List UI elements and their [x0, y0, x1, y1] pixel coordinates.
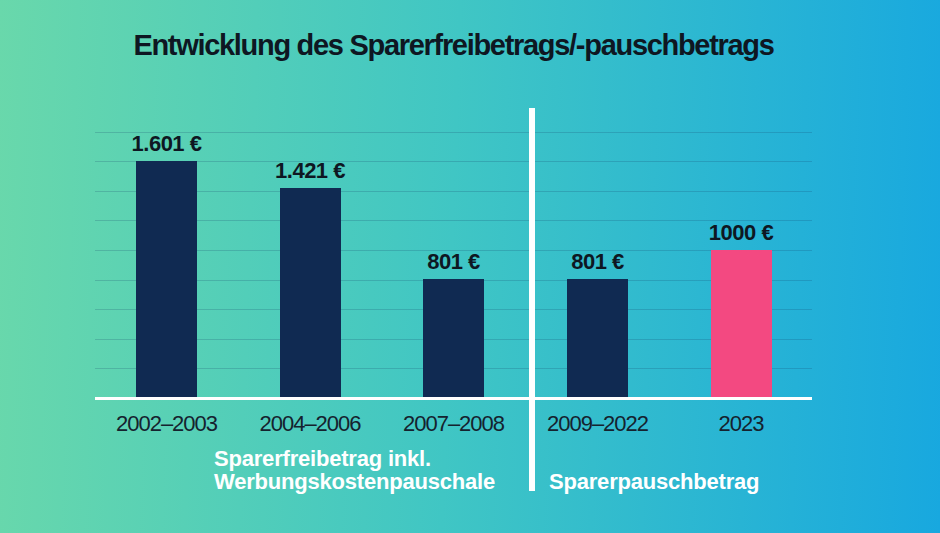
bar-value-label: 801 € — [384, 249, 524, 275]
bar-2004–2006 — [280, 188, 341, 398]
x-axis-category-label: 2007–2008 — [379, 411, 529, 437]
bar-value-label: 1000 € — [671, 220, 811, 246]
group-label-line: Sparerpauschbetrag — [549, 470, 759, 493]
bar-2002–2003 — [136, 161, 197, 398]
group-label-line: Sparerfreibetrag inkl. — [214, 447, 495, 470]
x-axis-category-label: 2004–2006 — [235, 411, 385, 437]
gridline — [95, 191, 812, 192]
group-label-line: Werbungskostenpauschale — [214, 470, 495, 493]
bar-value-label: 1.421 € — [240, 158, 380, 184]
x-axis-category-label: 2009–2022 — [523, 411, 673, 437]
bar-2023 — [711, 250, 772, 398]
group-label-sparerpauschbetrag: Sparerpauschbetrag — [549, 470, 759, 493]
x-axis-category-label: 2002–2003 — [92, 411, 242, 437]
chart-title: Entwicklung des Sparerfreibetrags/-pausc… — [95, 29, 812, 62]
bar-value-label: 1.601 € — [97, 131, 237, 157]
x-axis-category-label: 2023 — [666, 411, 816, 437]
bar-2007–2008 — [423, 279, 484, 398]
group-divider-line — [529, 108, 535, 491]
bar-value-label: 801 € — [528, 249, 668, 275]
gridline — [95, 161, 812, 162]
x-axis-line — [95, 397, 812, 400]
group-label-sparerfreibetrag: Sparerfreibetrag inkl. Werbungskostenpau… — [214, 447, 495, 493]
bar-2009–2022 — [567, 279, 628, 398]
